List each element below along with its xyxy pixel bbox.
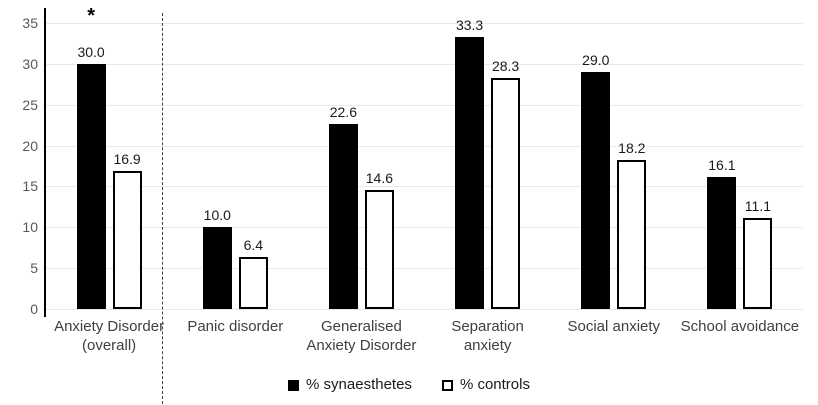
gridline-y5 <box>46 268 803 270</box>
x-axis-category-label: Social anxiety <box>567 318 661 335</box>
bar-value-label: 29.0 <box>582 52 610 68</box>
bar-value-label: 22.6 <box>329 104 358 121</box>
x-axis-category-label: Separation anxiety <box>451 318 524 354</box>
legend-swatch-black-square-icon <box>288 379 300 391</box>
y-axis-tick-label: 10 <box>22 219 38 236</box>
y-axis-tick-label: 30 <box>22 55 38 72</box>
legend-item-synaesthetes: % synaesthetes <box>288 376 412 394</box>
y-axis-tick-label: 15 <box>22 178 38 195</box>
significance-asterisk: * <box>87 5 95 27</box>
legend-label-synaesthetes: % synaesthetes <box>306 376 412 393</box>
gridline-y15 <box>46 186 803 188</box>
bar-value-label: 30.0 <box>77 43 105 60</box>
bar-value-label: 18.2 <box>618 140 646 157</box>
legend-label-controls: % controls <box>459 376 530 393</box>
bar-controls <box>112 170 142 309</box>
x-axis-category-label: Panic disorder <box>187 318 284 335</box>
bar-value-label: 10.0 <box>203 207 231 224</box>
y-axis-tick-label: 0 <box>30 301 38 317</box>
bar-value-label: 16.9 <box>113 150 141 167</box>
bar-value-label: 33.3 <box>455 16 484 33</box>
bar-controls <box>238 256 268 309</box>
gridline-y20 <box>46 145 803 147</box>
y-axis-line <box>44 8 46 317</box>
legend: % synaesthetes % controls <box>0 372 818 398</box>
bar-synaesthetes <box>76 63 106 309</box>
bar-synaesthetes <box>202 227 232 309</box>
bar-value-label: 6.4 <box>243 236 264 253</box>
gridline-y25 <box>46 104 803 106</box>
legend-swatch-white-square-icon <box>441 379 453 391</box>
y-axis-tick-label: 35 <box>22 15 38 31</box>
x-axis-category-label: Anxiety Disorder (overall) <box>54 318 165 354</box>
gridline-y35 <box>46 23 803 24</box>
y-axis-tick-label: 5 <box>30 260 38 277</box>
legend-item-controls: % controls <box>441 376 530 394</box>
category-separator-dashed-line <box>162 13 164 404</box>
bar-controls <box>617 160 647 309</box>
x-axis-category-label: Generalised Anxiety Disorder <box>306 318 417 354</box>
bar-value-label: 14.6 <box>365 169 394 186</box>
bar-synaesthetes <box>707 177 737 309</box>
x-axis-category-label: School avoidance <box>680 318 800 335</box>
gridline-y30 <box>46 63 803 65</box>
bar-value-label: 28.3 <box>491 57 520 74</box>
bar-controls <box>743 218 773 309</box>
y-axis-tick-label: 20 <box>22 137 38 154</box>
bar-controls <box>491 77 521 309</box>
bar-value-label: 11.1 <box>744 198 771 215</box>
bar-synaesthetes <box>455 36 485 309</box>
y-axis-tick-label: 25 <box>22 96 38 113</box>
bar-synaesthetes <box>581 72 611 309</box>
gridline-y10 <box>46 227 803 229</box>
bar-synaesthetes <box>328 124 358 309</box>
gridline-y0 <box>46 309 803 310</box>
bar-value-label: 16.1 <box>708 157 736 174</box>
bar-controls <box>364 189 394 309</box>
